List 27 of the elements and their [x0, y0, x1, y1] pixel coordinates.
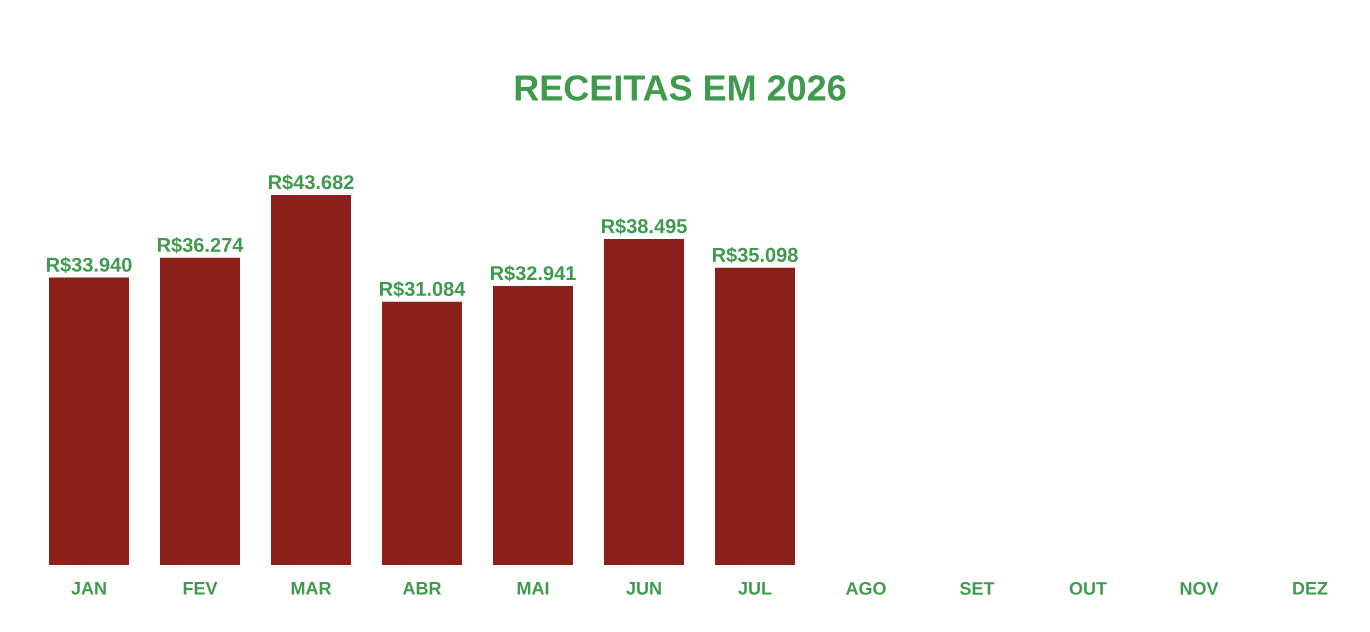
- chart-title: RECEITAS EM 2026: [515, 75, 846, 101]
- x-tick-label: AGO: [845, 582, 886, 595]
- data-label: R$38.495: [601, 218, 687, 235]
- data-label: R$32.941: [490, 265, 576, 282]
- bar: [160, 257, 241, 565]
- bar: [604, 238, 685, 565]
- x-tick-label: DEZ: [1293, 582, 1328, 595]
- data-label: R$43.682: [268, 174, 354, 191]
- x-tick-label: ABR: [402, 582, 442, 595]
- x-tick-label: JAN: [71, 582, 106, 595]
- x-tick-label: NOV: [1180, 582, 1219, 595]
- x-tick-label: JUL: [738, 582, 772, 595]
- x-tick-label: SET: [960, 582, 995, 595]
- x-tick-label: MAI: [517, 582, 549, 595]
- data-label: R$31.084: [379, 280, 466, 298]
- x-tick-label: JUN: [626, 582, 661, 595]
- data-label: R$36.274: [157, 236, 244, 254]
- bar: [493, 285, 574, 565]
- bar: [271, 194, 352, 565]
- bar: [382, 301, 463, 565]
- x-tick-label: MAR: [291, 582, 332, 595]
- x-tick-label: FEV: [183, 582, 218, 595]
- x-tick-label: OUT: [1069, 582, 1107, 595]
- data-label: R$35.098: [712, 246, 798, 264]
- data-label: R$33.940: [46, 256, 132, 274]
- bar: [715, 267, 796, 565]
- bar: [49, 277, 130, 565]
